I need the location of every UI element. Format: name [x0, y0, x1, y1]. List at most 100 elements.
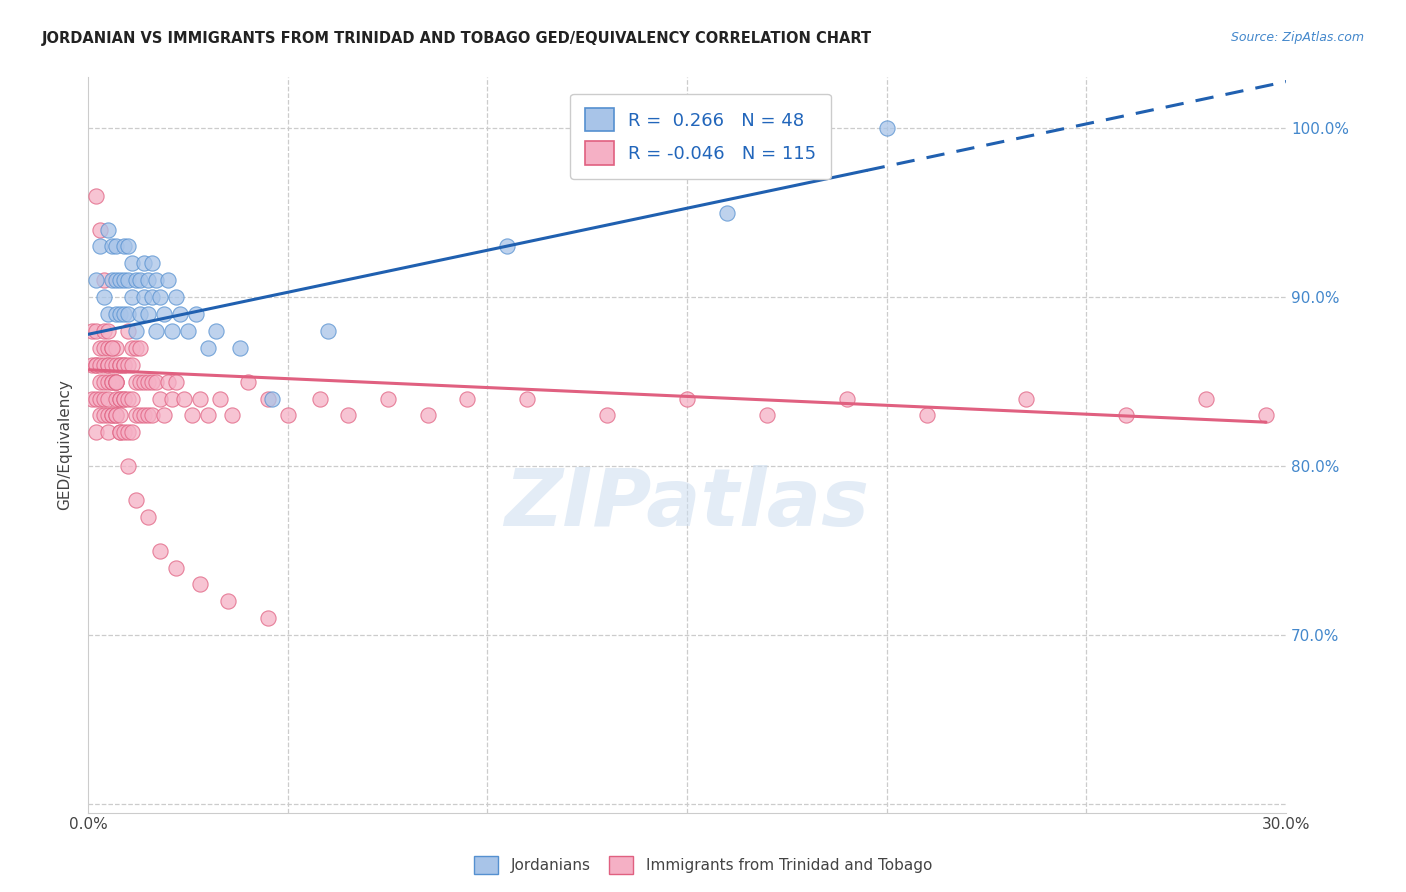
Point: [101, 375, 124, 389]
Point: [89, 392, 111, 406]
Point: [197, 409, 219, 423]
Point: [145, 273, 167, 287]
Point: [121, 358, 143, 372]
Point: [82, 324, 104, 338]
Point: [97, 409, 120, 423]
Point: [105, 409, 128, 423]
Point: [256, 611, 278, 625]
Point: [112, 239, 135, 253]
Point: [125, 375, 148, 389]
Point: [101, 409, 124, 423]
Point: [84, 358, 107, 372]
Point: [156, 375, 179, 389]
Point: [132, 409, 155, 423]
Point: [108, 392, 131, 406]
Point: [117, 459, 139, 474]
Point: [101, 273, 124, 287]
Point: [89, 358, 111, 372]
Point: [188, 577, 211, 591]
Point: [1015, 392, 1038, 406]
Point: [136, 273, 159, 287]
Point: [89, 341, 111, 355]
Point: [197, 341, 219, 355]
Point: [117, 358, 139, 372]
Point: [121, 392, 143, 406]
Point: [145, 375, 167, 389]
Point: [121, 290, 143, 304]
Point: [112, 425, 135, 440]
Point: [136, 307, 159, 321]
Point: [108, 273, 131, 287]
Point: [277, 409, 299, 423]
Point: [108, 307, 131, 321]
Point: [101, 239, 124, 253]
Point: [105, 239, 128, 253]
Point: [93, 290, 115, 304]
Point: [97, 307, 120, 321]
Point: [82, 392, 104, 406]
Point: [84, 324, 107, 338]
Point: [97, 392, 120, 406]
Point: [84, 392, 107, 406]
Point: [97, 324, 120, 338]
Point: [97, 358, 120, 372]
Point: [101, 341, 124, 355]
Point: [217, 594, 239, 608]
Point: [108, 409, 131, 423]
Point: [121, 256, 143, 270]
Point: [876, 121, 898, 136]
Point: [136, 375, 159, 389]
Point: [141, 256, 163, 270]
Point: [177, 324, 200, 338]
Point: [101, 409, 124, 423]
Point: [108, 425, 131, 440]
Point: [117, 425, 139, 440]
Point: [496, 239, 519, 253]
Point: [165, 375, 187, 389]
Point: [141, 290, 163, 304]
Text: ZIPatlas: ZIPatlas: [505, 465, 869, 543]
Point: [117, 273, 139, 287]
Point: [915, 409, 938, 423]
Point: [129, 409, 152, 423]
Point: [112, 358, 135, 372]
Text: Source: ZipAtlas.com: Source: ZipAtlas.com: [1230, 31, 1364, 45]
Point: [112, 358, 135, 372]
Point: [676, 392, 699, 406]
Point: [93, 341, 115, 355]
Point: [105, 375, 128, 389]
Point: [221, 409, 243, 423]
Point: [117, 392, 139, 406]
Point: [208, 392, 231, 406]
Point: [129, 375, 152, 389]
Point: [105, 375, 128, 389]
Point: [149, 290, 172, 304]
Point: [755, 409, 778, 423]
Point: [1115, 409, 1137, 423]
Point: [153, 409, 176, 423]
Point: [229, 341, 252, 355]
Point: [97, 375, 120, 389]
Point: [89, 409, 111, 423]
Point: [129, 307, 152, 321]
Point: [125, 341, 148, 355]
Point: [141, 409, 163, 423]
Point: [93, 273, 115, 287]
Point: [117, 324, 139, 338]
Point: [93, 358, 115, 372]
Point: [105, 392, 128, 406]
Point: [416, 409, 439, 423]
Point: [181, 409, 204, 423]
Point: [835, 392, 858, 406]
Point: [117, 239, 139, 253]
Point: [260, 392, 283, 406]
Point: [112, 307, 135, 321]
Point: [101, 375, 124, 389]
Point: [153, 307, 176, 321]
Point: [316, 324, 339, 338]
Point: [160, 324, 183, 338]
Point: [105, 375, 128, 389]
Point: [596, 409, 619, 423]
Point: [101, 341, 124, 355]
Point: [93, 324, 115, 338]
